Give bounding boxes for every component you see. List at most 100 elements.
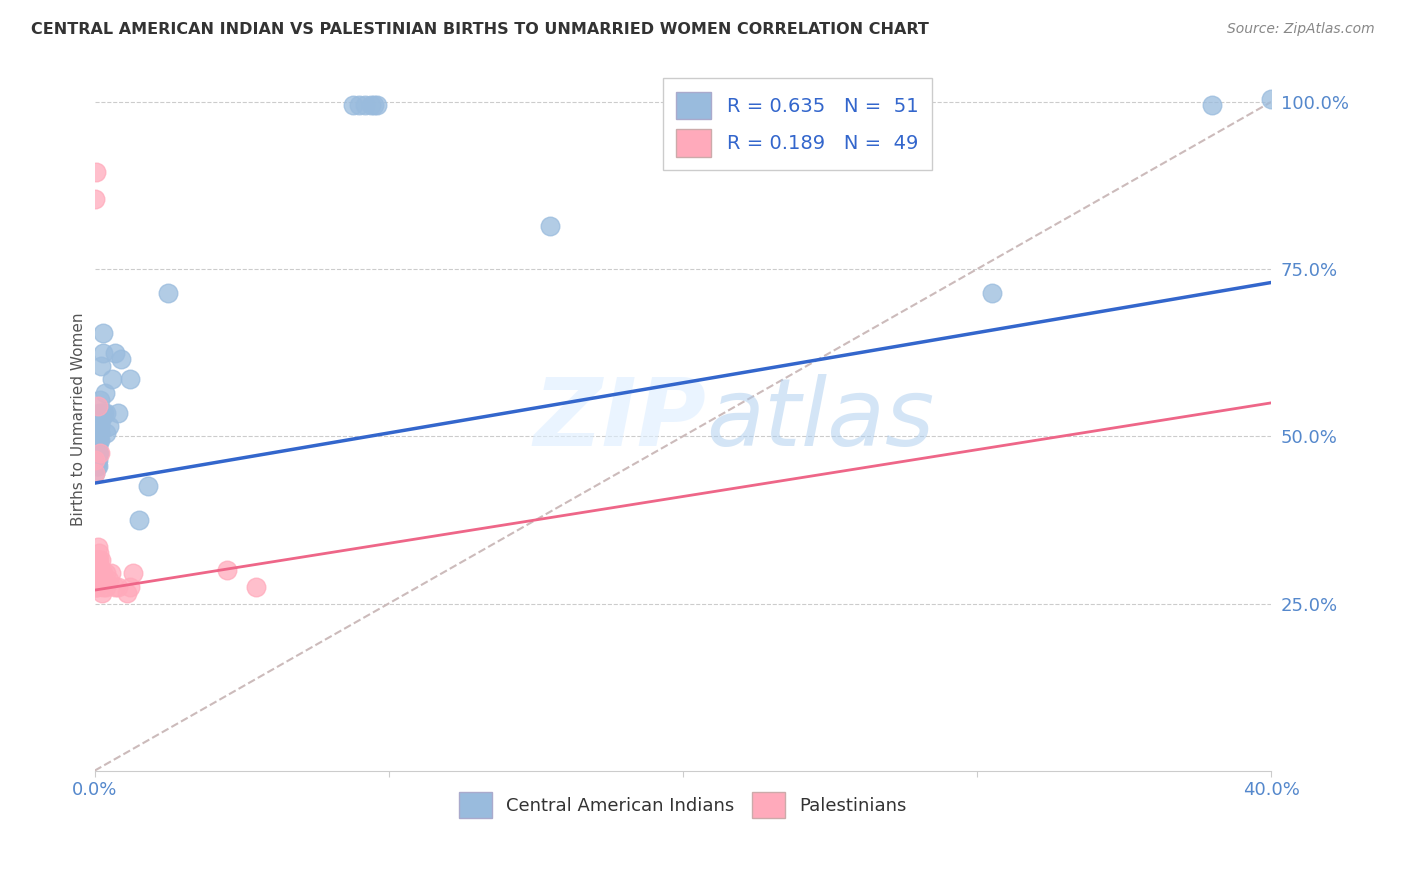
Point xyxy=(84,165,107,179)
Point xyxy=(87,433,110,447)
Text: atlas: atlas xyxy=(706,374,935,465)
Point xyxy=(86,439,108,453)
Point xyxy=(1260,92,1282,106)
Point xyxy=(354,98,377,112)
Point xyxy=(96,425,118,440)
Point xyxy=(86,559,108,574)
Point xyxy=(94,385,117,400)
Y-axis label: Births to Unmarried Women: Births to Unmarried Women xyxy=(72,313,86,526)
Legend: Central American Indians, Palestinians: Central American Indians, Palestinians xyxy=(451,785,914,825)
Point xyxy=(87,553,110,567)
Point xyxy=(215,563,238,577)
Point xyxy=(118,372,141,386)
Point xyxy=(1201,98,1223,112)
Point xyxy=(86,573,108,587)
Point xyxy=(90,359,112,373)
Point xyxy=(110,352,132,367)
Text: Source: ZipAtlas.com: Source: ZipAtlas.com xyxy=(1227,22,1375,37)
Point xyxy=(245,580,267,594)
Point xyxy=(540,219,562,233)
Point xyxy=(86,553,108,567)
Point xyxy=(96,566,118,581)
Point xyxy=(90,586,112,600)
Point xyxy=(980,285,1002,300)
Point xyxy=(86,580,108,594)
Point xyxy=(136,479,159,493)
Point xyxy=(86,433,108,447)
Point xyxy=(84,559,107,574)
Point xyxy=(87,446,110,460)
Point xyxy=(86,425,108,440)
Point xyxy=(90,412,112,426)
Point xyxy=(86,459,108,474)
Point xyxy=(98,573,121,587)
Point xyxy=(366,98,388,112)
Point xyxy=(93,345,115,359)
Point xyxy=(89,573,111,587)
Point xyxy=(84,573,107,587)
Point xyxy=(100,566,122,581)
Point xyxy=(115,586,138,600)
Point xyxy=(121,566,143,581)
Point xyxy=(84,566,107,581)
Point xyxy=(86,446,108,460)
Point xyxy=(342,98,364,112)
Point xyxy=(83,452,105,467)
Point xyxy=(89,419,111,434)
Point xyxy=(84,553,107,567)
Point xyxy=(101,372,124,386)
Point xyxy=(84,580,107,594)
Point xyxy=(360,98,382,112)
Point xyxy=(86,452,108,467)
Point xyxy=(93,566,115,581)
Point xyxy=(93,580,115,594)
Point xyxy=(84,446,107,460)
Text: CENTRAL AMERICAN INDIAN VS PALESTINIAN BIRTHS TO UNMARRIED WOMEN CORRELATION CHA: CENTRAL AMERICAN INDIAN VS PALESTINIAN B… xyxy=(31,22,929,37)
Point xyxy=(89,406,111,420)
Point xyxy=(87,566,110,581)
Point xyxy=(87,419,110,434)
Point xyxy=(789,98,811,112)
Point xyxy=(87,439,110,453)
Point xyxy=(84,559,107,574)
Point xyxy=(89,559,111,574)
Point xyxy=(84,566,107,581)
Point xyxy=(87,446,110,460)
Point xyxy=(86,553,108,567)
Point xyxy=(96,406,118,420)
Point xyxy=(349,98,371,112)
Point xyxy=(89,546,111,560)
Point xyxy=(84,446,107,460)
Point xyxy=(89,433,111,447)
Point xyxy=(96,580,118,594)
Point xyxy=(83,466,105,480)
Text: ZIP: ZIP xyxy=(533,374,706,466)
Point xyxy=(363,98,385,112)
Point xyxy=(84,452,107,467)
Point xyxy=(90,553,112,567)
Point xyxy=(104,345,127,359)
Point xyxy=(118,580,141,594)
Point xyxy=(89,566,111,581)
Point xyxy=(107,580,129,594)
Point xyxy=(87,553,110,567)
Point xyxy=(86,566,108,581)
Point xyxy=(128,513,150,527)
Point xyxy=(157,285,180,300)
Point xyxy=(86,399,108,413)
Point xyxy=(87,559,110,574)
Point xyxy=(87,559,110,574)
Point xyxy=(86,566,108,581)
Point xyxy=(90,406,112,420)
Point xyxy=(87,452,110,467)
Point xyxy=(84,580,107,594)
Point xyxy=(107,406,129,420)
Point xyxy=(89,446,111,460)
Point xyxy=(84,192,107,206)
Point xyxy=(93,406,115,420)
Point xyxy=(86,559,108,574)
Point xyxy=(98,419,121,434)
Point xyxy=(89,392,111,407)
Point xyxy=(89,425,111,440)
Point xyxy=(84,573,107,587)
